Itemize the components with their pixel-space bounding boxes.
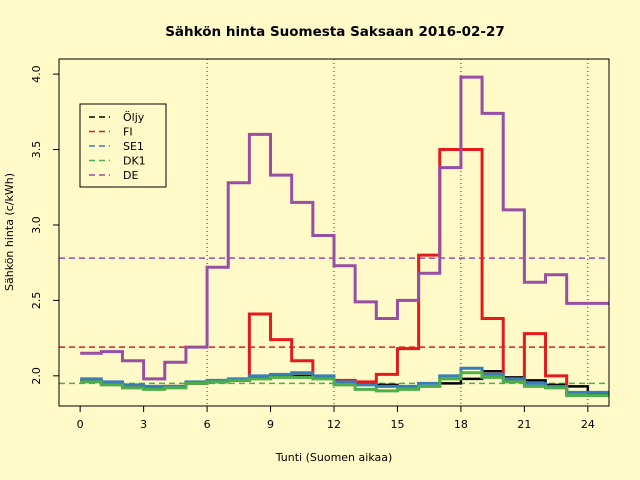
x-axis-label: Tunti (Suomen aikaa)	[275, 451, 393, 464]
y-tick-label: 4.0	[30, 65, 43, 83]
x-tick-label: 24	[581, 418, 595, 431]
legend-label-dk1: DK1	[123, 155, 146, 168]
chart-title: Sähkön hinta Suomesta Saksaan 2016-02-27	[165, 24, 505, 40]
series-line-dk1	[80, 371, 609, 397]
x-tick-label: 18	[454, 418, 468, 431]
legend-label-se1: SE1	[123, 140, 144, 153]
series-line-de	[80, 75, 609, 381]
y-tick-label: 2.0	[30, 367, 43, 385]
x-tick-label: 21	[517, 418, 531, 431]
series-lines	[80, 75, 609, 397]
y-tick-label: 2.5	[30, 292, 43, 310]
legend-label-fi: FI	[123, 126, 133, 139]
series-line-fi	[80, 148, 609, 397]
legend-box	[79, 103, 167, 188]
y-tick-label: 3.0	[30, 216, 43, 234]
average-lines	[59, 257, 609, 385]
legend-label-de: DE	[123, 169, 138, 182]
y-axis-label: Sähkön hinta (c/kWh)	[3, 173, 16, 291]
x-tick-label: 3	[140, 418, 147, 431]
x-tick-label: 15	[390, 418, 404, 431]
x-tick-label: 0	[77, 418, 84, 431]
x-axis: 0 3 6 9 12 15 18 21 24	[77, 405, 595, 431]
x-tick-label: 12	[327, 418, 341, 431]
legend-label-oljy: Öljy	[123, 111, 145, 124]
x-tick-label: 6	[204, 418, 211, 431]
x-tick-label: 9	[267, 418, 274, 431]
y-tick-label: 3.5	[30, 141, 43, 159]
y-axis: 2.0 2.5 3.0 3.5 4.0	[30, 65, 60, 385]
